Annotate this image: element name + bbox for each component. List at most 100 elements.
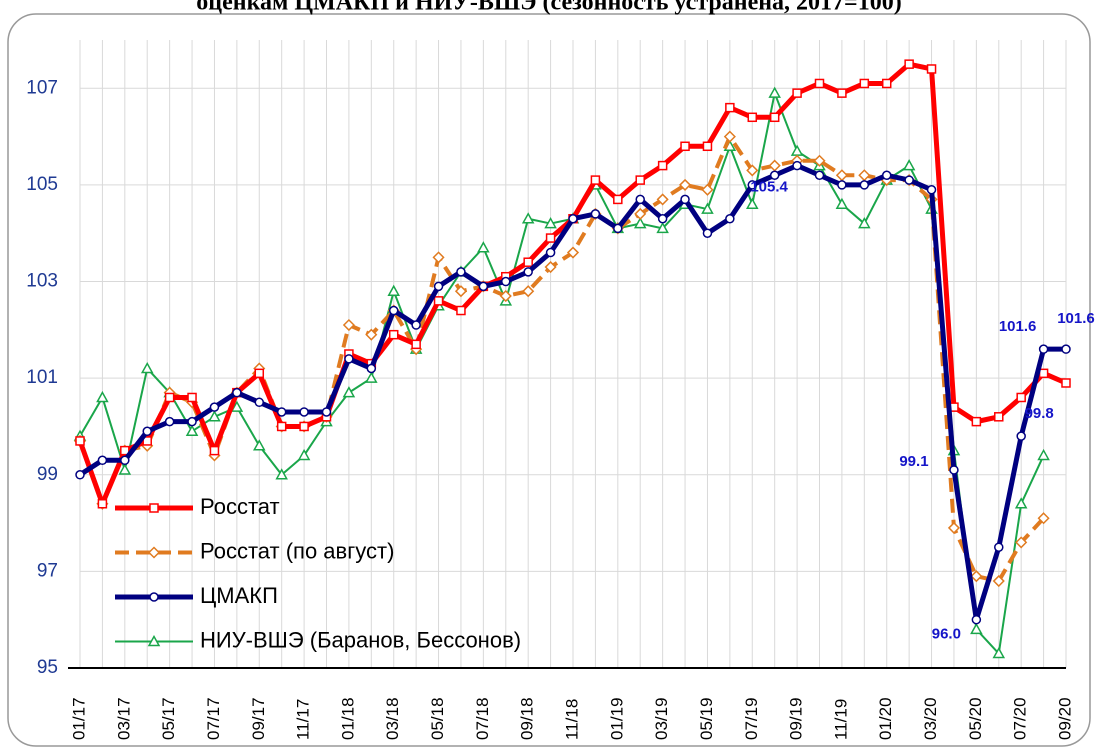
legend-marker: [147, 546, 161, 559]
x-tick-label: 03/17: [114, 697, 133, 740]
x-tick-label: 09/19: [787, 697, 806, 740]
marker: [75, 436, 85, 446]
marker: [635, 194, 645, 205]
marker: [230, 400, 244, 412]
chart-frame: [7, 13, 1091, 747]
marker: [725, 213, 735, 224]
data-label: 105.4: [750, 179, 788, 196]
x-tick-label: 07/20: [1011, 697, 1030, 740]
marker: [142, 426, 152, 437]
marker: [275, 468, 288, 480]
marker: [120, 455, 130, 466]
marker: [813, 154, 826, 167]
x-tick-label: 07/17: [204, 697, 223, 740]
legend-marker: [147, 634, 161, 647]
marker: [187, 392, 197, 403]
marker: [702, 141, 713, 152]
marker: [523, 257, 533, 267]
marker: [971, 614, 982, 625]
x-tick-label: 01/19: [607, 697, 626, 740]
marker: [657, 160, 668, 171]
legend-marker: [149, 503, 159, 513]
data-label: 99.8: [1025, 405, 1054, 422]
marker: [209, 402, 220, 412]
marker: [680, 141, 690, 152]
marker: [747, 180, 758, 190]
marker: [881, 78, 892, 89]
marker: [164, 416, 175, 427]
marker: [746, 164, 759, 177]
marker: [702, 228, 713, 238]
marker: [881, 170, 892, 181]
marker: [747, 112, 758, 123]
marker: [633, 217, 647, 229]
marker: [544, 217, 557, 229]
marker: [120, 445, 130, 456]
marker: [837, 180, 847, 190]
marker: [680, 194, 690, 205]
y-tick-label: 99: [37, 464, 58, 485]
marker: [433, 296, 444, 306]
legend-marker: [149, 592, 159, 602]
marker: [678, 178, 692, 191]
marker: [344, 354, 354, 364]
marker: [477, 241, 490, 253]
marker: [769, 112, 780, 123]
marker: [837, 88, 847, 98]
marker: [96, 390, 109, 403]
marker: [1015, 536, 1028, 549]
marker: [299, 421, 309, 432]
y-tick-label: 105: [26, 174, 58, 195]
x-tick-label: 11/18: [562, 699, 581, 740]
marker: [297, 448, 311, 461]
x-tick-label: 11/19: [831, 699, 850, 740]
marker: [142, 436, 152, 446]
marker: [994, 542, 1004, 552]
data-label: 96.0: [932, 626, 961, 643]
marker: [971, 416, 982, 427]
marker: [656, 193, 669, 206]
marker: [859, 180, 870, 190]
marker: [97, 499, 108, 509]
marker: [859, 78, 870, 89]
marker: [566, 246, 580, 259]
marker: [947, 521, 961, 534]
data-label: 99.1: [899, 453, 928, 470]
marker: [1016, 392, 1026, 403]
x-tick-label: 05/18: [428, 697, 447, 740]
marker: [164, 392, 175, 403]
marker: [75, 470, 85, 480]
marker: [97, 455, 108, 466]
marker: [657, 213, 668, 224]
marker: [209, 445, 220, 456]
marker: [634, 207, 647, 220]
marker: [992, 646, 1006, 659]
marker: [208, 410, 221, 422]
marker: [792, 88, 802, 98]
marker: [1038, 344, 1049, 354]
marker: [456, 267, 466, 277]
marker: [254, 368, 265, 379]
x-tick-label: 01/18: [338, 697, 357, 740]
y-tick-label: 101: [26, 367, 58, 388]
x-tick-label: 01/17: [69, 697, 88, 740]
x-tick-label: 07/18: [473, 697, 492, 740]
marker: [254, 397, 265, 408]
x-tick-label: 03/19: [652, 697, 671, 740]
x-tick-label: 09/20: [1055, 697, 1074, 740]
marker: [454, 285, 468, 298]
marker: [745, 197, 759, 209]
marker: [590, 175, 601, 185]
marker: [949, 465, 959, 475]
marker: [433, 281, 444, 292]
marker: [926, 185, 937, 195]
marker: [299, 407, 309, 417]
marker: [1038, 368, 1049, 379]
marker: [118, 463, 132, 475]
marker: [499, 289, 512, 303]
data-label: 101.6: [1057, 310, 1095, 327]
marker: [185, 424, 199, 437]
marker: [388, 305, 399, 316]
x-tick-label: 05/17: [159, 697, 178, 740]
